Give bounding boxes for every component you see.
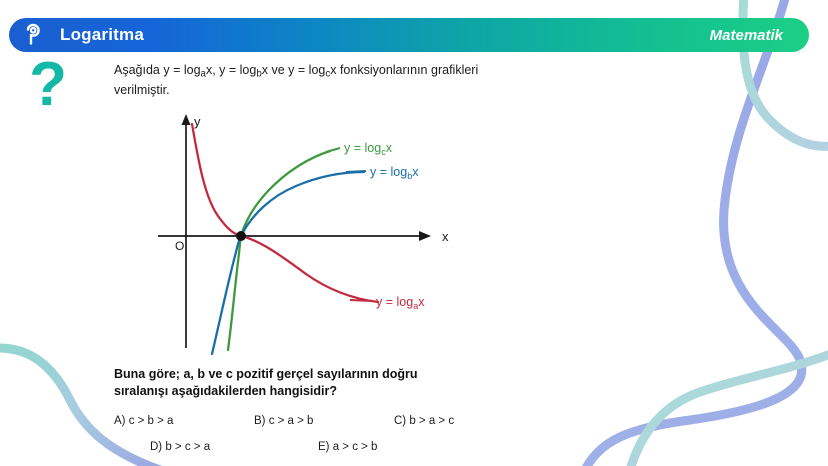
option-b[interactable]: B) c > a > b: [254, 415, 394, 427]
x-axis-label: x: [442, 229, 449, 244]
curve-label-log-a-sub: a: [413, 301, 418, 311]
subject-badge: Matematik: [709, 26, 783, 44]
option-b-text: c > a > b: [268, 415, 314, 428]
logarithm-graph-figure: y x O y = logcx y = logbx y = logax: [150, 110, 490, 356]
x-axis-arrowhead: [419, 231, 431, 242]
question-stem-line-1: Buna göre; a, b ve c pozitif gerçel sayı…: [114, 367, 418, 382]
prompt-seg-3: x ve y = log: [261, 63, 326, 77]
answer-options-row-1: A) c > b > a B) c > a > b C) b > a > c: [114, 415, 534, 427]
logarithm-graph-svg: y x O y = logcx y = logbx y = logax: [158, 114, 449, 356]
question-stem-line-2: sıralanışı aşağıdakilerden hangisidir?: [114, 383, 337, 398]
option-c[interactable]: C) b > a > c: [394, 415, 534, 427]
curve-label-log-a: y = logax: [376, 295, 425, 311]
leader-line-log-c: [325, 147, 341, 154]
curve-label-log-b-suffix: x: [412, 165, 419, 179]
option-c-key: C): [394, 415, 407, 428]
pi-brand-icon: [21, 22, 47, 48]
option-d-key: D): [150, 441, 163, 454]
prompt-seg-2: x, y = log: [205, 63, 257, 77]
prompt-seg-4: x fonksiyonlarının: [330, 63, 428, 77]
origin-label: O: [175, 239, 184, 253]
answer-options-row-2: D) b > c > a E) a > c > b: [114, 441, 534, 453]
leader-line-log-b: [345, 170, 367, 174]
prompt-line-2: grafikleri verilmiştir.: [114, 63, 479, 98]
curve-label-log-b: y = logbx: [370, 165, 419, 181]
option-e-key: E): [318, 441, 330, 454]
question-mark-icon: ?: [29, 50, 67, 119]
prompt-seg-1: Aşağıda y = log: [114, 63, 201, 77]
option-d-text: b > c > a: [165, 441, 211, 454]
option-e[interactable]: E) a > c > b: [318, 441, 486, 453]
prompt-sub-b: b: [256, 68, 262, 80]
page-title: Logaritma: [60, 25, 144, 44]
curve-label-log-b-prefix: y = log: [370, 165, 407, 179]
prompt-text: Aşağıda y = logax, y = logbx ve y = logc…: [114, 62, 514, 98]
curve-label-log-c: y = logcx: [344, 141, 393, 157]
option-a[interactable]: A) c > b > a: [114, 415, 254, 427]
header-bar: Logaritma Matematik: [9, 18, 809, 52]
option-e-text: a > c > b: [332, 441, 378, 454]
y-axis-arrowhead: [181, 114, 191, 126]
prompt-sub-c: c: [325, 68, 331, 80]
deco-curve-right-lower-teal: [626, 350, 828, 466]
curve-label-log-b-sub: b: [407, 171, 412, 181]
curve-label-log-c-sub: c: [381, 147, 386, 157]
curve-log-b: [210, 171, 366, 356]
option-c-text: b > a > c: [409, 415, 455, 428]
curve-log-c: [226, 150, 332, 352]
option-b-key: B): [254, 415, 266, 428]
prompt-sub-a: a: [200, 68, 206, 80]
answer-options: A) c > b > a B) c > a > b C) b > a > c D…: [114, 415, 534, 453]
intersection-point: [236, 231, 246, 242]
option-d[interactable]: D) b > c > a: [150, 441, 318, 453]
question-content: Aşağıda y = logax, y = logbx ve y = logc…: [114, 62, 634, 466]
curve-label-log-a-prefix: y = log: [376, 295, 413, 309]
option-a-text: c > b > a: [128, 415, 174, 428]
y-axis-label: y: [194, 114, 201, 129]
curve-label-log-c-suffix: x: [386, 141, 393, 155]
leader-line-log-a: [349, 299, 373, 303]
curve-label-log-a-suffix: x: [418, 295, 425, 309]
question-stem: Buna göre; a, b ve c pozitif gerçel sayı…: [114, 366, 484, 399]
curve-label-log-c-prefix: y = log: [344, 141, 381, 155]
option-a-key: A): [114, 415, 126, 428]
